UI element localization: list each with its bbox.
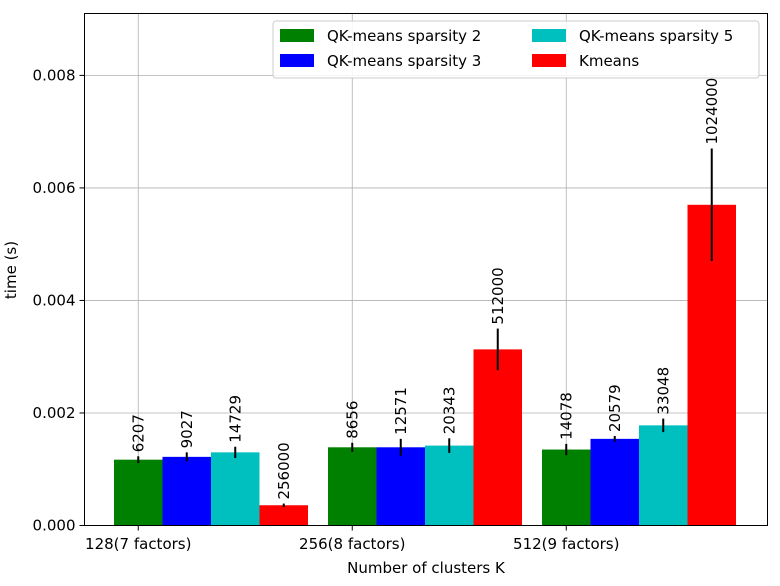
x-axis-label: Number of clusters K (347, 559, 506, 577)
bar-value-label: 14078 (557, 392, 575, 440)
y-tick-label: 0.008 (33, 66, 76, 84)
bar-qk-means-sparsity-2-0 (114, 459, 163, 526)
bar-qk-means-sparsity-2-2 (542, 449, 591, 526)
error-bars (137, 148, 713, 507)
plot-frame (84, 13, 768, 526)
bar-qk-means-sparsity-5-2 (639, 425, 688, 526)
x-tick-label: 256(8 factors) (299, 535, 405, 553)
bar-value-label: 512000 (489, 267, 507, 324)
bar-qk-means-sparsity-5-0 (211, 452, 260, 526)
bar-qk-means-sparsity-5-1 (425, 445, 474, 526)
y-axis-label: time (s) (2, 241, 20, 299)
legend-label-qk-means-sparsity-3: QK-means sparsity 3 (327, 52, 481, 70)
legend: QK-means sparsity 2 QK-means sparsity 3 QK… (272, 20, 760, 79)
bar-kmeans-0 (259, 505, 308, 526)
bar-value-label: 20343 (440, 387, 458, 435)
legend-label-qk-means-sparsity-2: QK-means sparsity 2 (327, 27, 481, 45)
y-tick-label: 0.002 (33, 404, 76, 422)
x-tick-label: 512(9 factors) (513, 535, 619, 553)
legend-swatch-qk-means-sparsity-2 (280, 29, 314, 42)
bar-value-label: 6207 (129, 414, 147, 452)
legend-box (272, 20, 760, 79)
bar-qk-means-sparsity-3-0 (162, 456, 211, 526)
bars (114, 204, 736, 526)
bar-kmeans-1 (473, 349, 522, 526)
x-tick-label: 128(7 factors) (85, 535, 191, 553)
y-tick-label: 0.006 (33, 179, 76, 197)
legend-label-kmeans: Kmeans (579, 52, 639, 70)
y-tick-label: 0.000 (33, 517, 76, 535)
bar-value-label: 9027 (178, 410, 196, 448)
bar-qk-means-sparsity-3-2 (590, 438, 639, 526)
bar-value-label: 14729 (226, 395, 244, 443)
bar-value-label: 1024000 (703, 78, 721, 145)
bar-qk-means-sparsity-2-1 (328, 447, 377, 526)
legend-swatch-kmeans (532, 54, 566, 67)
legend-label-qk-means-sparsity-5: QK-means sparsity 5 (579, 27, 733, 45)
y-tick-label: 0.004 (33, 291, 76, 309)
bar-value-label: 256000 (275, 442, 293, 499)
legend-swatch-qk-means-sparsity-3 (280, 54, 314, 67)
bar-value-label: 33048 (654, 367, 672, 415)
bar-value-label: 20579 (606, 384, 624, 432)
bar-value-labels: 6207 8656 14078 9027 12571 20579 14729 20343 330… (129, 78, 721, 500)
bar-qk-means-sparsity-3-1 (376, 447, 425, 526)
legend-swatch-qk-means-sparsity-5 (532, 29, 566, 42)
axes: 0.000 0.002 0.004 0.006 0.008 128(7 factors) 2… (33, 66, 620, 553)
bar-value-label: 12571 (392, 387, 410, 435)
bar-value-label: 8656 (343, 401, 361, 439)
